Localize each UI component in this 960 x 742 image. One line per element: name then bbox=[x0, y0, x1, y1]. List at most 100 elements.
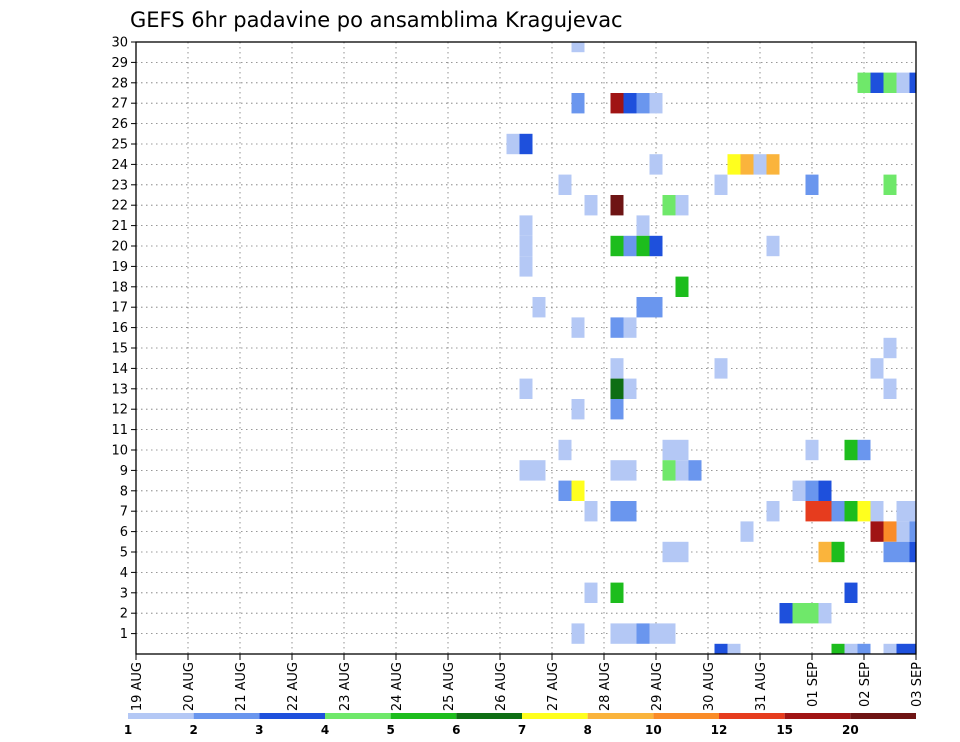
heatmap-cell bbox=[896, 521, 910, 542]
y-tick-label: 6 bbox=[120, 525, 128, 540]
x-tick-label: 25 AUG bbox=[442, 662, 457, 711]
y-tick-label: 25 bbox=[111, 138, 128, 153]
heatmap-cell bbox=[675, 460, 689, 481]
y-tick-label: 11 bbox=[111, 423, 128, 438]
heatmap-cell bbox=[896, 501, 910, 522]
heatmap-cell bbox=[623, 317, 637, 338]
heatmap-cell bbox=[688, 460, 702, 481]
heatmap-cell bbox=[675, 276, 689, 297]
legend-swatch bbox=[522, 713, 588, 719]
x-tick-label: 28 AUG bbox=[598, 662, 613, 711]
heatmap-cell bbox=[636, 623, 650, 644]
legend-swatch bbox=[784, 713, 851, 719]
x-tick-label: 27 AUG bbox=[546, 662, 561, 711]
heatmap-cell bbox=[870, 501, 884, 522]
legend-label: 2 bbox=[189, 723, 197, 737]
heatmap-cell bbox=[623, 93, 637, 114]
heatmap-cell bbox=[584, 582, 598, 603]
x-tick-label: 31 AUG bbox=[754, 662, 769, 711]
heatmap-cell bbox=[519, 460, 533, 481]
heatmap-cell bbox=[870, 358, 884, 379]
y-tick-label: 13 bbox=[111, 382, 128, 397]
y-tick-label: 3 bbox=[120, 586, 128, 601]
y-tick-label: 8 bbox=[120, 484, 128, 499]
heatmap-cell bbox=[571, 480, 585, 501]
heatmap-cell bbox=[766, 501, 780, 522]
heatmap-cell bbox=[610, 501, 624, 522]
y-tick-label: 19 bbox=[111, 260, 128, 275]
heatmap-cell bbox=[883, 174, 897, 195]
legend-swatch bbox=[128, 713, 194, 719]
heatmap-cell bbox=[909, 501, 916, 522]
heatmap-cell bbox=[909, 541, 916, 563]
heatmap-cell bbox=[883, 72, 897, 93]
heatmap-cell bbox=[844, 439, 858, 461]
heatmap-cell bbox=[818, 501, 832, 522]
y-tick-label: 2 bbox=[120, 607, 128, 622]
heatmap-cell bbox=[857, 643, 871, 654]
heatmap-cell bbox=[519, 215, 533, 236]
heatmap-cell bbox=[831, 541, 845, 563]
heatmap-cell bbox=[610, 623, 624, 644]
heatmap-cell bbox=[636, 297, 650, 318]
x-tick-label: 21 AUG bbox=[234, 662, 249, 711]
heatmap-cell bbox=[779, 603, 793, 624]
heatmap-cell bbox=[623, 501, 637, 522]
heatmap-cell bbox=[662, 623, 676, 644]
heatmap-cell bbox=[571, 93, 585, 114]
heatmap-cell bbox=[714, 174, 728, 195]
heatmap-cell bbox=[805, 603, 819, 624]
heatmap-cell bbox=[675, 195, 689, 216]
y-tick-label: 7 bbox=[120, 505, 128, 520]
heatmap-cell bbox=[571, 399, 585, 420]
y-tick-label: 12 bbox=[111, 403, 128, 418]
heatmap-cell bbox=[532, 460, 546, 481]
heatmap-cell bbox=[740, 521, 754, 542]
heatmap-cell bbox=[844, 582, 858, 603]
heatmap-cell bbox=[532, 297, 546, 318]
heatmap-cell bbox=[649, 154, 663, 175]
legend-label: 1 bbox=[124, 723, 132, 737]
heatmap-cell bbox=[558, 480, 572, 501]
heatmap-cell bbox=[883, 521, 897, 542]
heatmap-cell bbox=[792, 603, 806, 624]
y-tick-label: 16 bbox=[111, 321, 128, 336]
heatmap-cell bbox=[571, 42, 585, 53]
legend-label: 8 bbox=[583, 723, 591, 737]
legend-swatch bbox=[587, 713, 654, 719]
legend-swatch bbox=[390, 713, 457, 719]
y-tick-label: 14 bbox=[111, 362, 128, 377]
heatmap-cell bbox=[649, 235, 663, 257]
heatmap-cell bbox=[883, 643, 897, 654]
y-tick-label: 26 bbox=[111, 117, 128, 132]
heatmap-cell bbox=[805, 174, 819, 195]
heatmap-cell bbox=[610, 317, 624, 338]
heatmap-cell bbox=[727, 643, 741, 654]
color-legend: 1 2 3 4 5 6 7 8 10 12 15 20 bbox=[124, 713, 916, 737]
legend-label: 4 bbox=[321, 723, 329, 737]
heatmap-cell bbox=[766, 235, 780, 257]
heatmap-cell bbox=[805, 480, 819, 501]
heatmap-cell bbox=[675, 439, 689, 461]
y-tick-label: 27 bbox=[111, 97, 128, 112]
heatmap-cell bbox=[805, 439, 819, 461]
heatmap-cell bbox=[649, 297, 663, 318]
y-tick-label: 10 bbox=[111, 444, 128, 459]
heatmap-cell bbox=[610, 195, 624, 216]
heatmap-cell bbox=[740, 154, 754, 175]
heatmap-cell bbox=[870, 72, 884, 93]
y-tick-label: 1 bbox=[120, 627, 128, 642]
y-tick-label: 17 bbox=[111, 301, 128, 316]
heatmap-cell bbox=[844, 643, 858, 654]
heatmap-cell bbox=[558, 174, 572, 195]
heatmap-cell bbox=[818, 603, 832, 624]
x-tick-label: 02 SEP bbox=[858, 662, 873, 707]
y-tick-label: 29 bbox=[111, 56, 128, 71]
heatmap-cell bbox=[831, 501, 845, 522]
heatmap-cell bbox=[883, 378, 897, 399]
y-tick-label: 28 bbox=[111, 76, 128, 91]
heatmap-cell bbox=[662, 541, 676, 563]
heatmap-cell bbox=[636, 215, 650, 236]
heatmap-cell bbox=[649, 93, 663, 114]
legend-swatch bbox=[193, 713, 260, 719]
